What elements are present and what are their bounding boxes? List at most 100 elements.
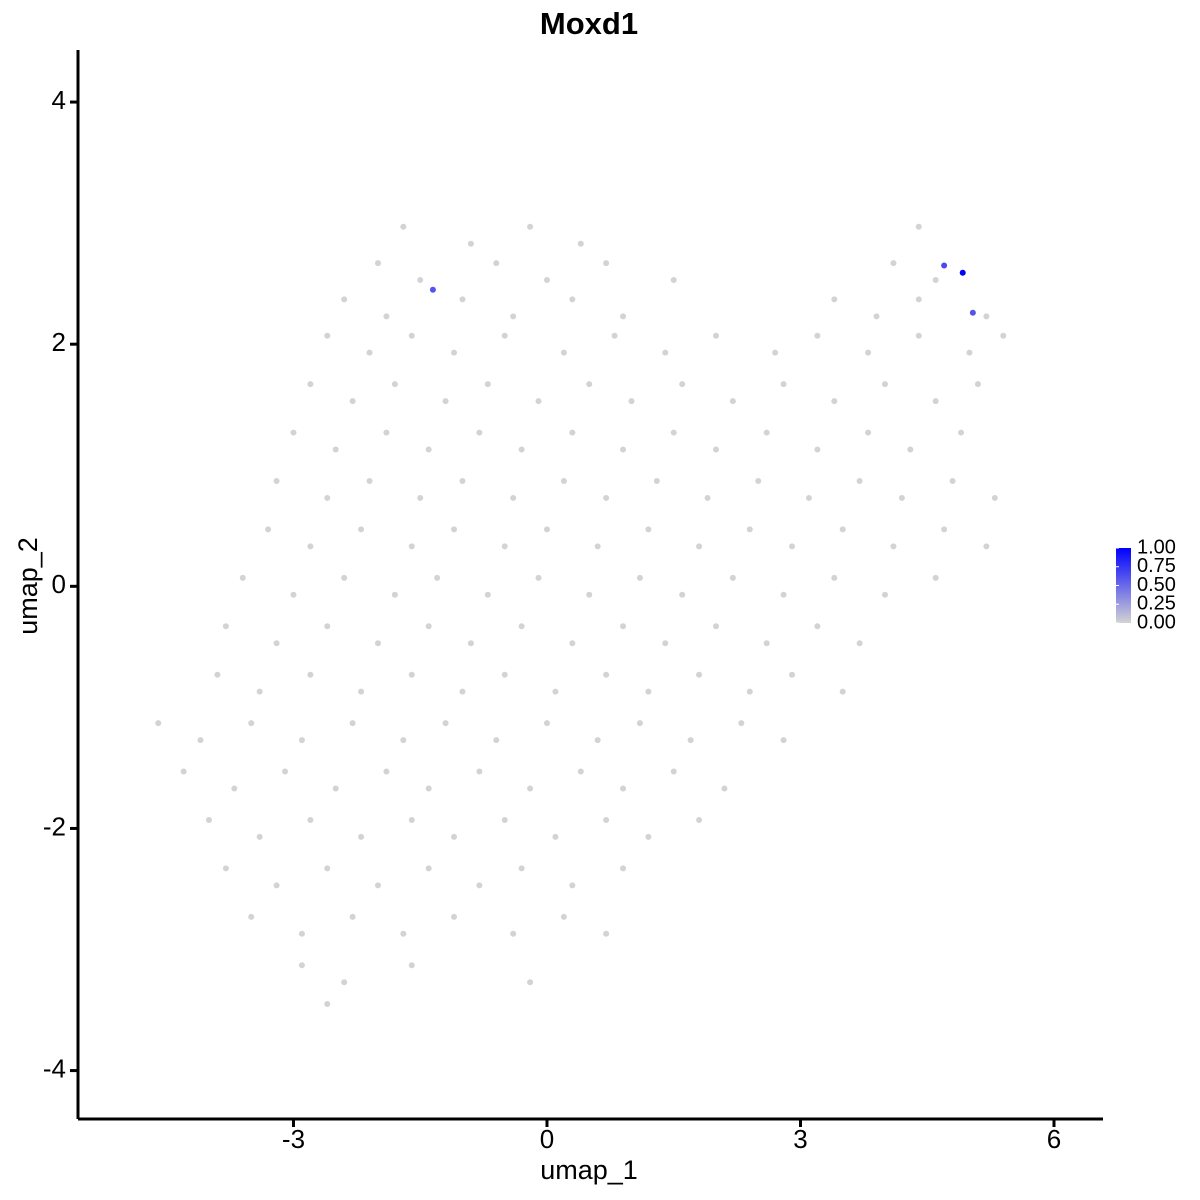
cell-point xyxy=(594,737,601,744)
cell-point xyxy=(620,785,627,792)
cell-point xyxy=(789,543,796,550)
colorbar-tick-label: 1.00 xyxy=(1137,536,1176,558)
cell-point xyxy=(467,240,474,247)
cell-point xyxy=(298,930,305,937)
cell-point xyxy=(180,768,187,775)
y-tick-label: -2 xyxy=(43,811,66,841)
cell-point xyxy=(983,313,990,320)
colorbar-tick-label: 0.00 xyxy=(1137,611,1176,633)
cell-point xyxy=(451,913,458,920)
cell-point xyxy=(679,381,686,388)
cell-point xyxy=(636,574,643,581)
cell-point xyxy=(358,688,365,695)
cell-point xyxy=(349,398,356,405)
cell-point xyxy=(324,332,331,339)
cell-point xyxy=(941,262,948,269)
cell-point xyxy=(687,737,694,744)
cell-point xyxy=(729,398,736,405)
cell-point xyxy=(239,574,246,581)
x-tick-label: 6 xyxy=(1047,1124,1061,1154)
cell-point xyxy=(670,277,677,284)
cell-point xyxy=(400,223,407,230)
cell-point xyxy=(374,640,381,647)
cell-point xyxy=(459,688,466,695)
cell-point xyxy=(391,591,398,598)
cell-point xyxy=(425,446,432,453)
cell-point xyxy=(341,296,348,303)
cell-point xyxy=(408,671,415,678)
cell-point xyxy=(620,313,627,320)
cell-point xyxy=(493,737,500,744)
cell-point xyxy=(560,477,567,484)
cell-point xyxy=(1000,332,1007,339)
cell-point xyxy=(425,865,432,872)
cell-point xyxy=(408,332,415,339)
cell-point xyxy=(645,688,652,695)
cell-point xyxy=(696,816,703,823)
cell-point xyxy=(222,865,229,872)
cell-point xyxy=(391,381,398,388)
cell-point xyxy=(746,526,753,533)
cell-point xyxy=(518,865,525,872)
cell-point xyxy=(408,962,415,969)
cell-point xyxy=(670,429,677,436)
cell-point xyxy=(451,349,458,356)
cell-point xyxy=(476,429,483,436)
cell-point xyxy=(560,913,567,920)
x-tick-label: 3 xyxy=(793,1124,807,1154)
x-tick-label: 0 xyxy=(540,1124,554,1154)
cell-point xyxy=(704,494,711,501)
cell-point xyxy=(324,623,331,630)
cell-point xyxy=(366,349,373,356)
cell-point xyxy=(510,313,517,320)
cell-point xyxy=(763,429,770,436)
cell-point xyxy=(620,623,627,630)
cell-point xyxy=(890,260,897,267)
y-axis-label: umap_2 xyxy=(13,537,43,635)
cell-point xyxy=(569,296,576,303)
cell-point xyxy=(451,833,458,840)
cell-point xyxy=(518,446,525,453)
cell-point xyxy=(298,962,305,969)
cell-point xyxy=(358,833,365,840)
cell-point xyxy=(865,349,872,356)
cell-point xyxy=(476,768,483,775)
cell-point xyxy=(814,446,821,453)
cell-point xyxy=(620,446,627,453)
cell-point xyxy=(898,494,905,501)
cell-point xyxy=(712,623,719,630)
cell-point xyxy=(273,640,280,647)
cell-point xyxy=(256,833,263,840)
cell-point xyxy=(958,429,965,436)
cell-point xyxy=(155,720,162,727)
cell-point xyxy=(746,688,753,695)
cell-point xyxy=(290,591,297,598)
cell-point xyxy=(983,543,990,550)
cell-point xyxy=(417,494,424,501)
cell-point xyxy=(603,494,610,501)
cell-point xyxy=(442,720,449,727)
cell-point xyxy=(603,671,610,678)
cell-point xyxy=(856,477,863,484)
cell-point xyxy=(374,882,381,889)
cell-point xyxy=(628,398,635,405)
cell-point xyxy=(620,865,627,872)
cell-point xyxy=(569,640,576,647)
cell-point xyxy=(222,623,229,630)
cell-point xyxy=(865,429,872,436)
cell-point xyxy=(518,623,525,630)
cell-point xyxy=(653,477,660,484)
cell-point xyxy=(256,688,263,695)
cell-point xyxy=(603,930,610,937)
cell-point xyxy=(712,446,719,453)
cell-point xyxy=(366,477,373,484)
cell-point xyxy=(873,313,880,320)
cell-point xyxy=(662,640,669,647)
cell-point xyxy=(772,349,779,356)
cell-point xyxy=(966,349,973,356)
y-tick-label: 0 xyxy=(52,569,66,599)
chart-title: Moxd1 xyxy=(540,6,638,41)
cell-point xyxy=(974,381,981,388)
cell-point xyxy=(501,671,508,678)
cell-point xyxy=(493,260,500,267)
